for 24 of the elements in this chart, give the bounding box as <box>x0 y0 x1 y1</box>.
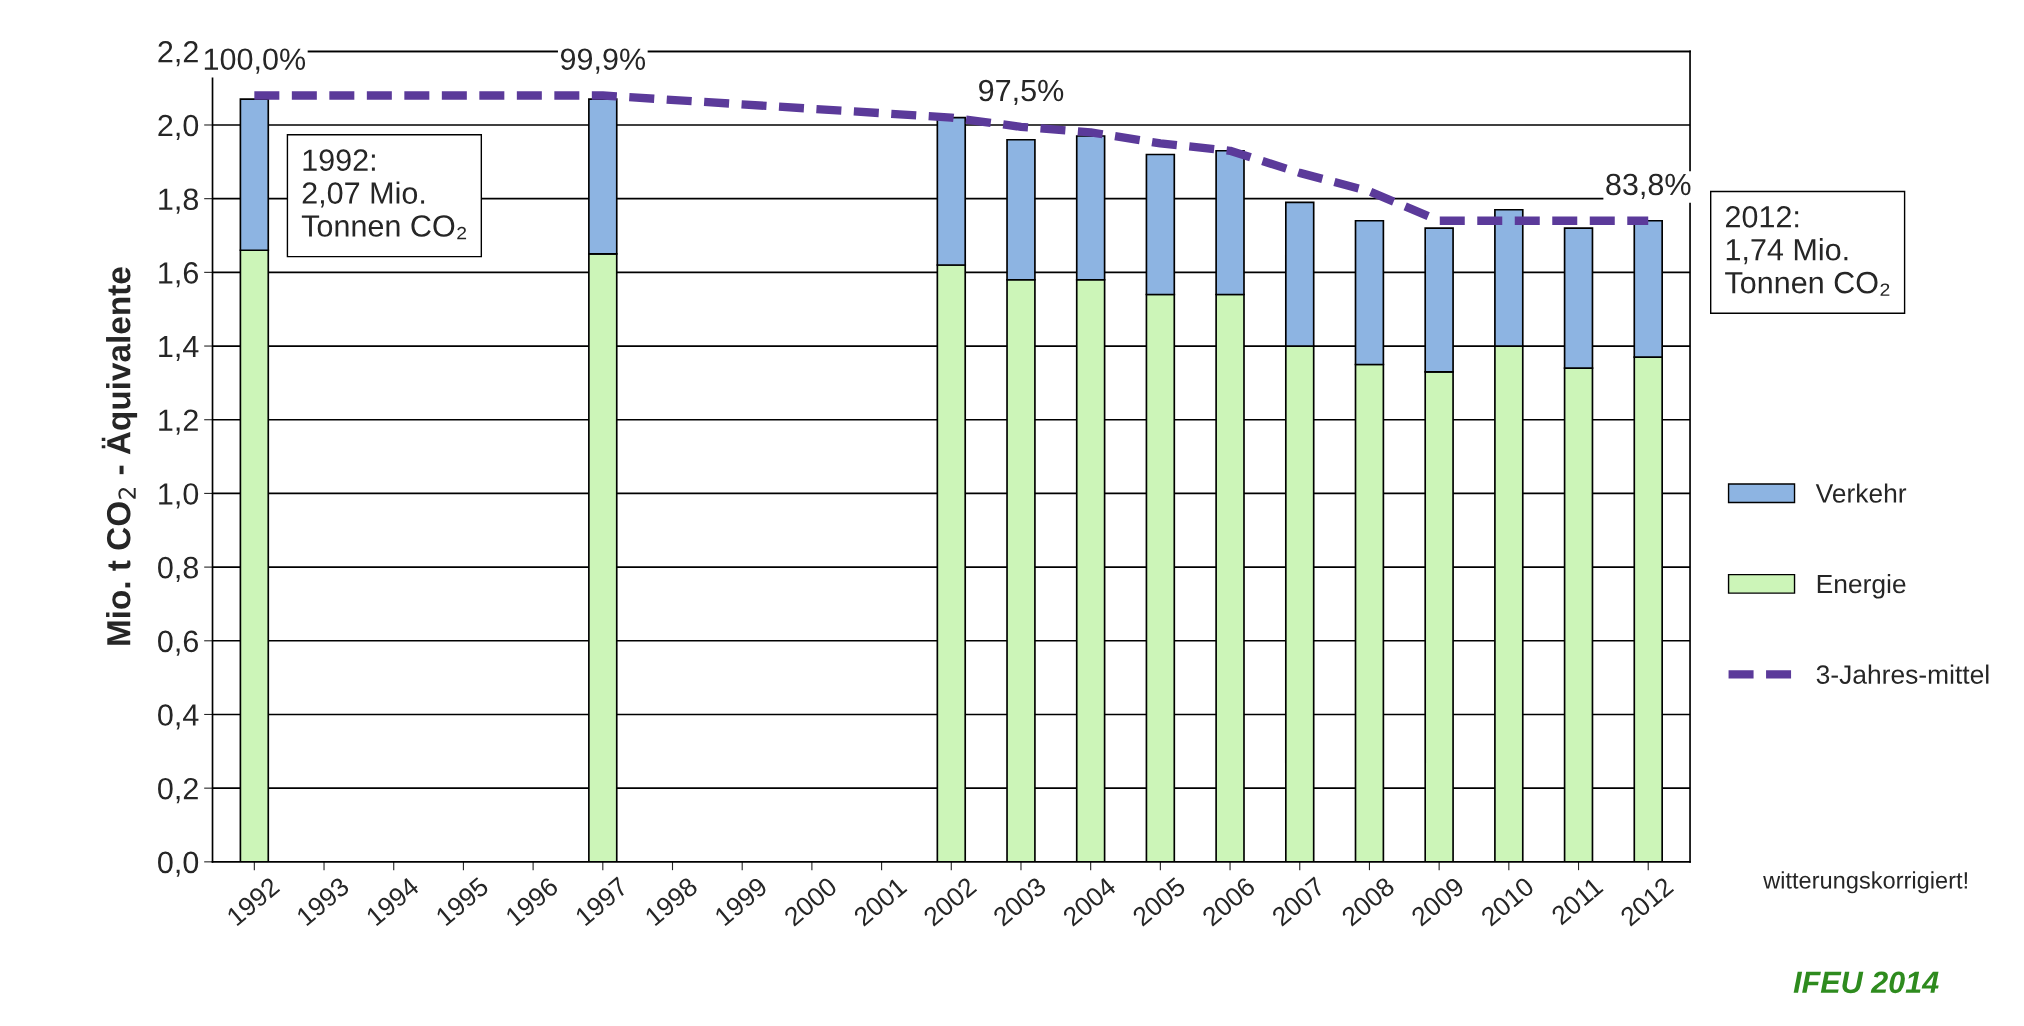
annotation: 1992: 2,07 Mio. Tonnen CO₂ <box>301 149 467 240</box>
text: 2012: 1,74 Mio. Tonnen CO₂ <box>1725 206 1890 296</box>
annotation: 99,9% <box>560 48 646 74</box>
text: IFEU 2014 <box>1793 971 1939 994</box>
y-tick-label: 0,2 <box>158 777 198 804</box>
y-tick-label: 1,0 <box>159 483 199 509</box>
y-tick-label: 1,2 <box>159 409 198 435</box>
annotation: 83,8% <box>1606 173 1691 199</box>
y-tick-label: 0,6 <box>158 630 198 656</box>
y-tick-label: 2,0 <box>158 114 199 140</box>
y-axis-title: Mio. t CO$_{2}$ - Äquivalente <box>101 267 138 645</box>
y-tick-label: 1,4 <box>159 336 199 362</box>
y-tick-label: 0,4 <box>158 704 199 730</box>
y-tick-label: 1,8 <box>159 188 198 214</box>
y-tick-label: 0,8 <box>158 556 198 583</box>
annotation: 97,5% <box>979 79 1064 105</box>
legend-label: Energie <box>1817 573 1906 599</box>
y-tick-label: 1,6 <box>159 262 198 288</box>
legend-label: 3-Jahres-mittel <box>1816 664 1989 684</box>
legend-label: Verkehr <box>1815 483 1907 503</box>
y-tick-label: 2,2 <box>158 41 198 67</box>
text: witterungskorrigiert! <box>1763 871 1967 894</box>
annotation: 100,0% <box>204 48 306 74</box>
y-tick-label: 0,0 <box>158 851 199 877</box>
